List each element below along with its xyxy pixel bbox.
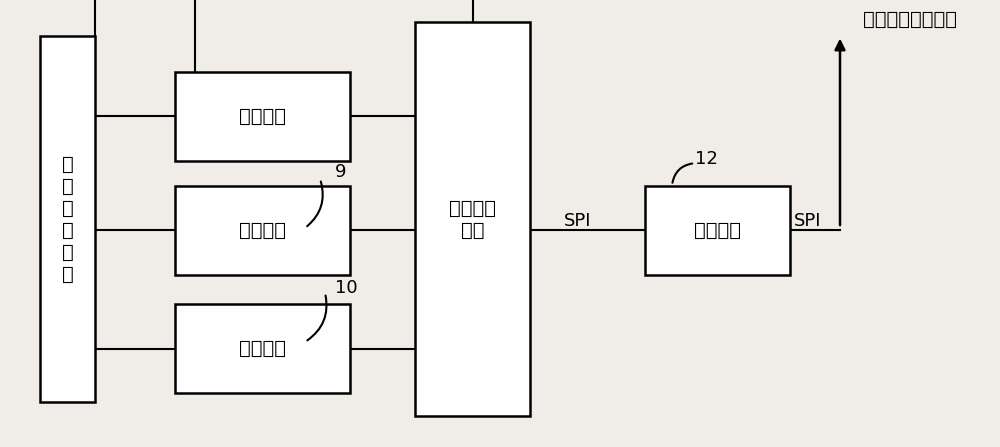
- Text: 电
能
输
出
线
路: 电 能 输 出 线 路: [62, 155, 73, 283]
- Text: 至单片机控制模块: 至单片机控制模块: [863, 10, 957, 29]
- Text: 电流采样: 电流采样: [239, 221, 286, 240]
- Text: SPI: SPI: [564, 212, 592, 230]
- Bar: [175, 304, 350, 393]
- Text: 工作电源: 工作电源: [239, 339, 286, 358]
- Bar: [175, 186, 350, 275]
- Text: 光电耦合: 光电耦合: [694, 221, 741, 240]
- Bar: [645, 186, 790, 275]
- Text: 电压采样: 电压采样: [239, 107, 286, 126]
- Bar: [175, 72, 350, 161]
- Bar: [415, 22, 530, 416]
- Text: 10: 10: [335, 279, 358, 297]
- Text: 电能计量
芯片: 电能计量 芯片: [449, 198, 496, 240]
- Text: SPI: SPI: [794, 212, 822, 230]
- Text: 9: 9: [335, 163, 347, 181]
- Text: 12: 12: [695, 150, 718, 168]
- Bar: [40, 36, 95, 402]
